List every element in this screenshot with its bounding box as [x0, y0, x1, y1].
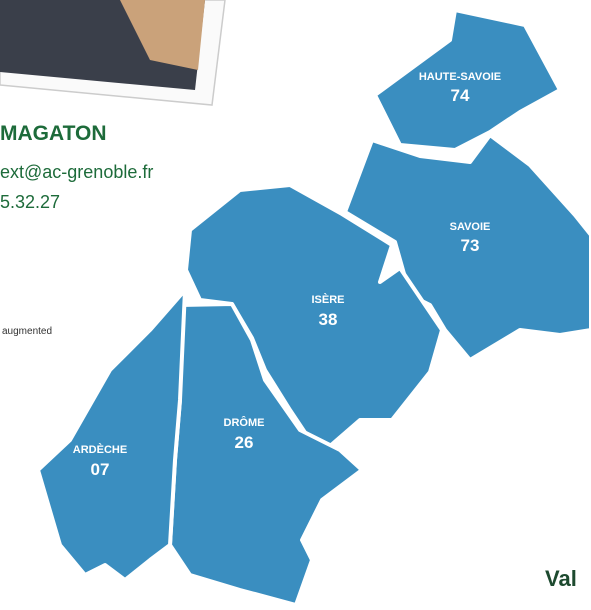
region-label: ISÈRE — [311, 293, 344, 306]
note: augmented — [2, 326, 52, 337]
region-shape — [38, 290, 185, 580]
map — [38, 10, 591, 605]
region-label: ARDÈCHE — [73, 443, 127, 456]
region-label: HAUTE-SAVOIE — [419, 71, 501, 83]
region-code: 38 — [319, 310, 338, 329]
region-code: 26 — [235, 433, 254, 452]
photo — [0, 0, 225, 105]
region-label: DRÔME — [224, 416, 265, 429]
region-code: 73 — [461, 236, 480, 255]
name: MAGATON — [0, 122, 107, 145]
footer-title: Val — [545, 566, 577, 591]
page: MAGATON ext@ac-grenoble.fr 5.32.27 augme… — [0, 0, 591, 610]
region-code: 07 — [91, 460, 110, 479]
phone: 5.32.27 — [0, 192, 60, 212]
email: ext@ac-grenoble.fr — [0, 162, 153, 182]
region-label: SAVOIE — [450, 221, 491, 233]
region-code: 74 — [451, 86, 470, 105]
